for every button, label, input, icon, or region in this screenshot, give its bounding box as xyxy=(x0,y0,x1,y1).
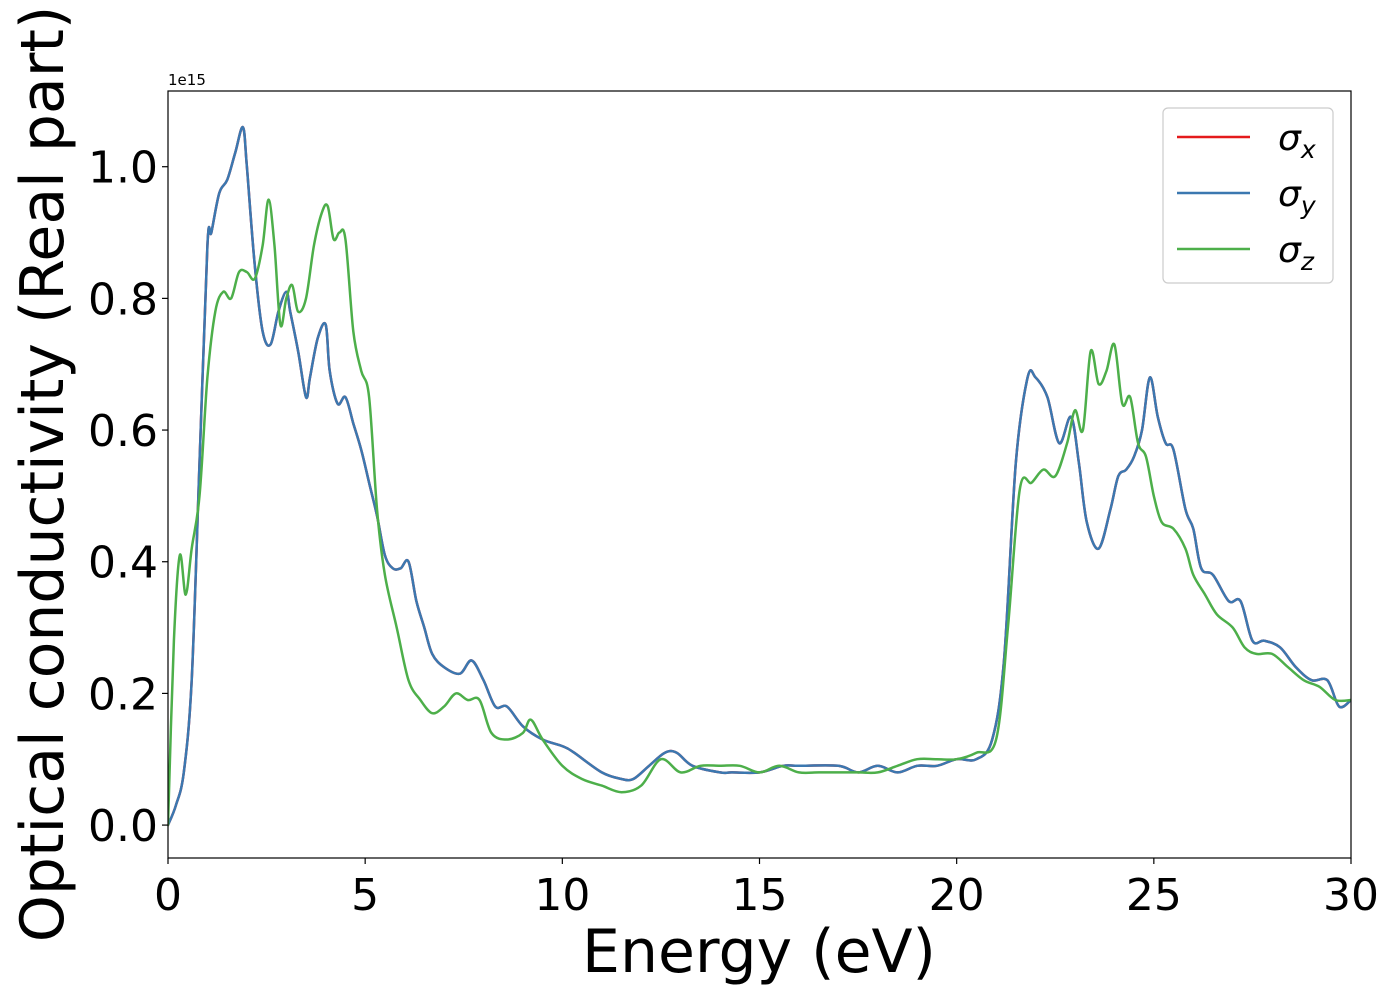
x-tick-label: 10 xyxy=(534,870,590,921)
x-tick-label: 30 xyxy=(1323,870,1379,921)
x-tick-label: 25 xyxy=(1126,870,1182,921)
y-axis-title: Optical conductivity (Real part) xyxy=(8,6,78,943)
y-tick-label: 0.0 xyxy=(88,801,158,852)
y-axis: 0.0 0.2 0.4 0.6 0.8 1.0 xyxy=(88,143,168,852)
x-tick-label: 0 xyxy=(154,870,182,921)
y-tick-label: 0.4 xyxy=(88,538,158,589)
legend-box xyxy=(1162,107,1334,284)
y-tick-label: 0.2 xyxy=(88,669,158,720)
series-line-z xyxy=(168,198,1351,827)
x-tick-label: 15 xyxy=(732,870,788,921)
y-tick-label: 0.6 xyxy=(88,406,158,457)
legend-label: σy xyxy=(1278,174,1317,220)
legend-entry-z: σz xyxy=(1177,230,1315,276)
x-tick-label: 20 xyxy=(929,870,985,921)
x-axis-title: Energy (eV) xyxy=(582,917,936,987)
legend: σx σy σz xyxy=(1162,107,1334,284)
x-tick-label: 5 xyxy=(351,870,379,921)
legend-entry-x: σx xyxy=(1177,118,1316,164)
x-axis: 0 5 10 15 20 25 30 xyxy=(154,858,1379,921)
y-tick-label: 1.0 xyxy=(88,143,158,194)
legend-label: σx xyxy=(1278,118,1316,164)
legend-entry-y: σy xyxy=(1177,174,1317,220)
y-tick-label: 0.8 xyxy=(88,274,158,325)
legend-label: σz xyxy=(1278,230,1315,276)
y-offset-text: 1e15 xyxy=(168,71,206,89)
series-layer xyxy=(168,125,1351,827)
